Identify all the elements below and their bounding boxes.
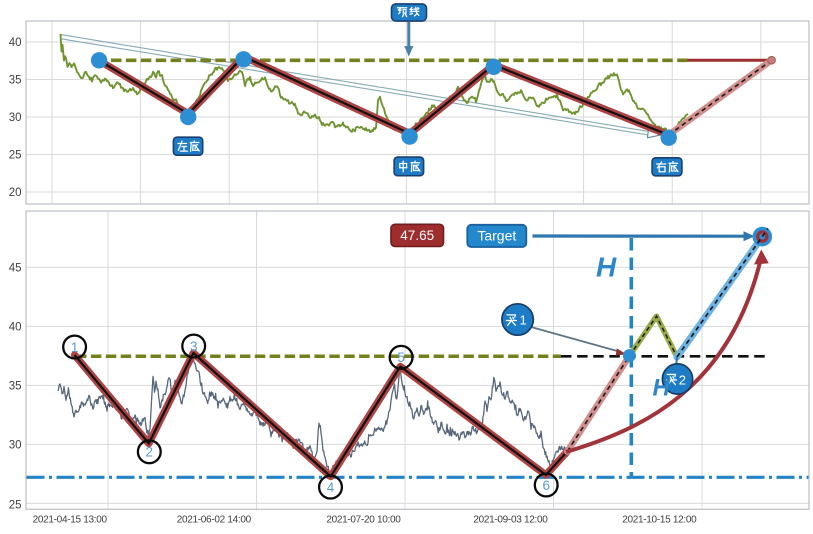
svg-text:25: 25 xyxy=(9,499,22,511)
svg-text:47.65: 47.65 xyxy=(400,228,434,243)
svg-text:1: 1 xyxy=(71,340,79,355)
svg-text:35: 35 xyxy=(9,380,22,392)
svg-text:2021-10-15 12:00: 2021-10-15 12:00 xyxy=(622,515,697,526)
svg-text:6: 6 xyxy=(542,478,550,493)
svg-text:40: 40 xyxy=(9,37,22,49)
svg-text:30: 30 xyxy=(9,439,22,451)
svg-text:35: 35 xyxy=(9,75,22,87)
svg-text:45: 45 xyxy=(9,262,22,274)
svg-text:1: 1 xyxy=(520,313,527,328)
svg-text:2: 2 xyxy=(679,372,686,387)
svg-text:5: 5 xyxy=(397,350,405,365)
svg-text:2: 2 xyxy=(146,445,154,460)
svg-text:2021-09-03 12:00: 2021-09-03 12:00 xyxy=(473,515,548,526)
svg-text:4: 4 xyxy=(327,480,335,495)
svg-text:40: 40 xyxy=(9,321,22,333)
svg-text:H: H xyxy=(596,252,617,283)
svg-text:25: 25 xyxy=(9,150,22,162)
svg-text:20: 20 xyxy=(9,187,22,199)
svg-text:2021-04-15 13:00: 2021-04-15 13:00 xyxy=(33,515,108,526)
svg-text:Target: Target xyxy=(477,228,516,244)
svg-text:2021-06-02 14:00: 2021-06-02 14:00 xyxy=(177,515,252,526)
svg-text:30: 30 xyxy=(9,112,22,124)
svg-text:2021-07-20 10:00: 2021-07-20 10:00 xyxy=(326,515,401,526)
svg-text:H: H xyxy=(653,375,671,402)
svg-text:3: 3 xyxy=(190,339,198,354)
